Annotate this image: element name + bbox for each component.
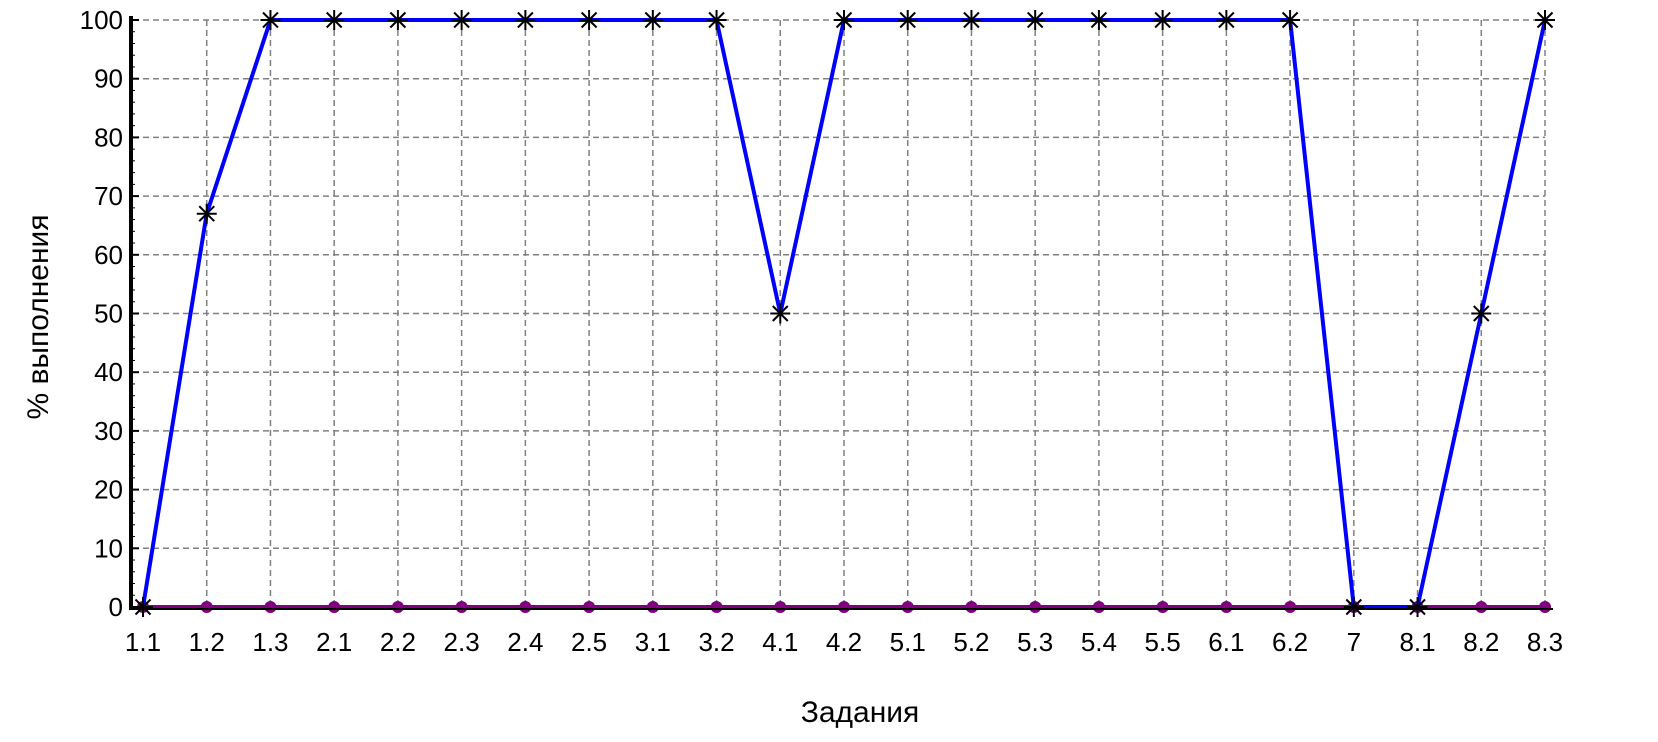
data-point bbox=[455, 601, 468, 613]
x-tick-label: 4.1 bbox=[762, 627, 798, 657]
x-tick-label: 2.5 bbox=[571, 627, 607, 657]
y-tick-label: 10 bbox=[94, 533, 123, 563]
data-point bbox=[260, 10, 281, 30]
data-point bbox=[1475, 601, 1488, 613]
data-point bbox=[838, 601, 850, 613]
data-point bbox=[1025, 10, 1046, 30]
x-tick-label: 4.2 bbox=[826, 627, 862, 657]
data-point bbox=[901, 601, 914, 613]
series-2 bbox=[137, 601, 1551, 613]
x-tick-label: 2.2 bbox=[380, 627, 416, 657]
x-tick-label: 6.1 bbox=[1208, 627, 1244, 657]
data-point bbox=[1280, 10, 1301, 30]
data-point bbox=[770, 303, 791, 324]
data-point bbox=[1343, 597, 1364, 617]
y-tick-label: 60 bbox=[94, 240, 123, 270]
data-point bbox=[706, 10, 727, 30]
data-point bbox=[965, 601, 978, 613]
y-axis-title: % выполнения bbox=[22, 214, 55, 419]
x-tick-label: 5.5 bbox=[1145, 627, 1181, 657]
data-point bbox=[1539, 601, 1551, 613]
y-tick-label: 70 bbox=[94, 181, 123, 211]
data-point bbox=[1152, 10, 1173, 30]
y-tick-label: 90 bbox=[94, 64, 123, 94]
data-point bbox=[1216, 10, 1237, 30]
data-point bbox=[642, 10, 663, 30]
data-point bbox=[897, 10, 918, 30]
y-tick-label: 30 bbox=[94, 416, 123, 446]
x-tick-label: 3.2 bbox=[698, 627, 734, 657]
data-point bbox=[961, 10, 982, 30]
x-tick-label: 5.1 bbox=[890, 627, 926, 657]
data-point bbox=[200, 601, 213, 613]
y-tick-label: 80 bbox=[94, 122, 123, 152]
grid bbox=[143, 19, 1546, 607]
data-point bbox=[1407, 597, 1428, 617]
data-point bbox=[583, 601, 596, 613]
x-tick-label: 8.3 bbox=[1527, 627, 1563, 657]
x-tick-label: 1.2 bbox=[189, 627, 225, 657]
x-tick-labels: 1.1 1.2 1.3 2.1 2.2 2.3 2.4 2.5 3.1 3.2 4.1 4.2 5.1 5… bbox=[125, 627, 1563, 657]
data-point bbox=[515, 10, 536, 30]
data-point bbox=[1092, 601, 1105, 613]
x-tick-label: 5.4 bbox=[1081, 627, 1117, 657]
data-point bbox=[774, 601, 787, 613]
y-tick-label: 20 bbox=[94, 475, 123, 505]
data-point bbox=[1088, 10, 1109, 30]
x-tick-label: 1.1 bbox=[125, 627, 161, 657]
series-1 bbox=[133, 10, 1555, 617]
x-tick-label: 8.1 bbox=[1399, 627, 1435, 657]
x-axis-title: Задания bbox=[801, 696, 920, 729]
x-tick-label: 6.2 bbox=[1272, 627, 1308, 657]
data-point bbox=[834, 10, 854, 30]
data-point bbox=[387, 10, 408, 30]
data-point bbox=[328, 601, 341, 613]
data-point bbox=[1220, 601, 1233, 613]
data-point bbox=[391, 601, 404, 613]
x-tick-label: 2.3 bbox=[444, 627, 480, 657]
x-tick-label: 2.4 bbox=[507, 627, 543, 657]
data-point bbox=[519, 601, 532, 613]
axes bbox=[129, 16, 1553, 610]
data-point bbox=[646, 601, 659, 613]
data-point bbox=[1471, 303, 1492, 324]
x-tick-label: 7 bbox=[1347, 627, 1361, 657]
data-point bbox=[710, 601, 723, 613]
data-point bbox=[196, 203, 217, 224]
x-tick-label: 5.3 bbox=[1017, 627, 1053, 657]
data-point bbox=[1156, 601, 1169, 613]
x-tick-label: 5.2 bbox=[953, 627, 989, 657]
data-point bbox=[1029, 601, 1042, 613]
x-tick-label: 8.2 bbox=[1463, 627, 1499, 657]
data-point bbox=[264, 601, 277, 613]
y-tick-label: 50 bbox=[94, 299, 123, 329]
x-tick-label: 2.1 bbox=[316, 627, 352, 657]
x-tick-label: 1.3 bbox=[252, 627, 288, 657]
data-point bbox=[324, 10, 345, 30]
data-point bbox=[1535, 10, 1555, 30]
y-tick-label: 40 bbox=[94, 357, 123, 387]
y-tick-label: 100 bbox=[80, 5, 123, 35]
y-tick-labels: 0 10 20 30 40 50 60 70 80 90 100 bbox=[80, 5, 123, 622]
data-point bbox=[1284, 601, 1297, 613]
x-tick-label: 3.1 bbox=[635, 627, 671, 657]
y-tick-label: 0 bbox=[109, 592, 123, 622]
data-point bbox=[579, 10, 600, 30]
data-point bbox=[451, 10, 472, 30]
